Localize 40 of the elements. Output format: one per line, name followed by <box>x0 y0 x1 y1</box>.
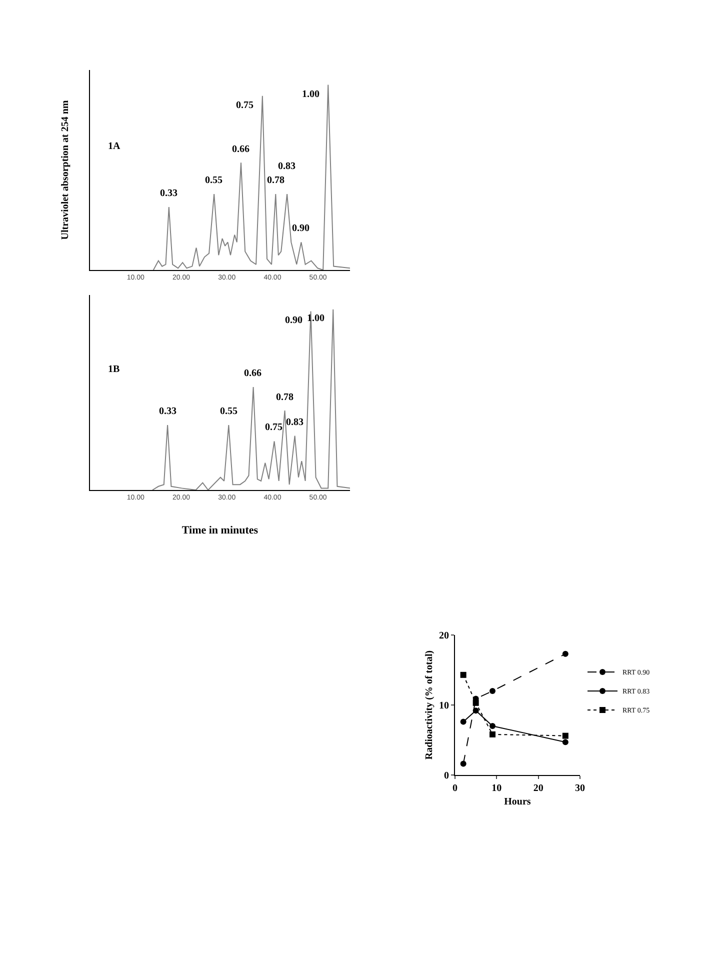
annotation: 1.00 <box>302 89 320 100</box>
y-tick-label: 0 <box>444 770 449 782</box>
point <box>490 723 496 729</box>
annotation: 0.78 <box>267 175 284 186</box>
annotation: 0.66 <box>232 144 250 155</box>
annotation: 0.83 <box>278 161 296 172</box>
y-tick-label: 20 <box>439 630 449 642</box>
point <box>562 732 568 739</box>
point <box>490 731 496 738</box>
annotation: 0.78 <box>276 392 294 403</box>
x-axis-title: Time in minutes <box>182 524 259 537</box>
annotation: 0.90 <box>285 315 302 326</box>
y-axis-title: Ultraviolet absorption at 254 nm <box>60 100 71 240</box>
annotation: 0.75 <box>236 100 254 111</box>
annotation: 0.90 <box>292 223 310 234</box>
annotation: 0.33 <box>159 406 176 417</box>
x-tick-label: 30 <box>575 783 585 794</box>
point <box>460 672 466 678</box>
y-tick-label: 10 <box>439 700 449 712</box>
point <box>562 739 568 746</box>
x-tick-label: 0 <box>452 783 458 794</box>
annotation: 0.66 <box>244 368 262 379</box>
annotation: 0.83 <box>286 417 304 428</box>
point <box>490 688 496 694</box>
annotation: 0.55 <box>220 406 238 417</box>
annotation: 0.75 <box>265 422 282 433</box>
point <box>460 760 466 767</box>
x-tick-label: 10 <box>492 783 502 794</box>
y-axis-title: Radioactivity (% of total) <box>424 650 435 760</box>
annotation: 0.33 <box>160 188 178 199</box>
x-tick-label: 20 <box>533 783 544 794</box>
annotation: 1B <box>108 364 120 375</box>
annotation: 1A <box>108 141 121 152</box>
annotation: 1.00 <box>307 313 324 324</box>
point <box>460 718 466 725</box>
annotation: 0.55 <box>205 175 222 186</box>
point <box>472 700 479 706</box>
x-axis-title: Hours <box>504 796 531 808</box>
point <box>562 650 568 657</box>
point <box>472 708 479 714</box>
